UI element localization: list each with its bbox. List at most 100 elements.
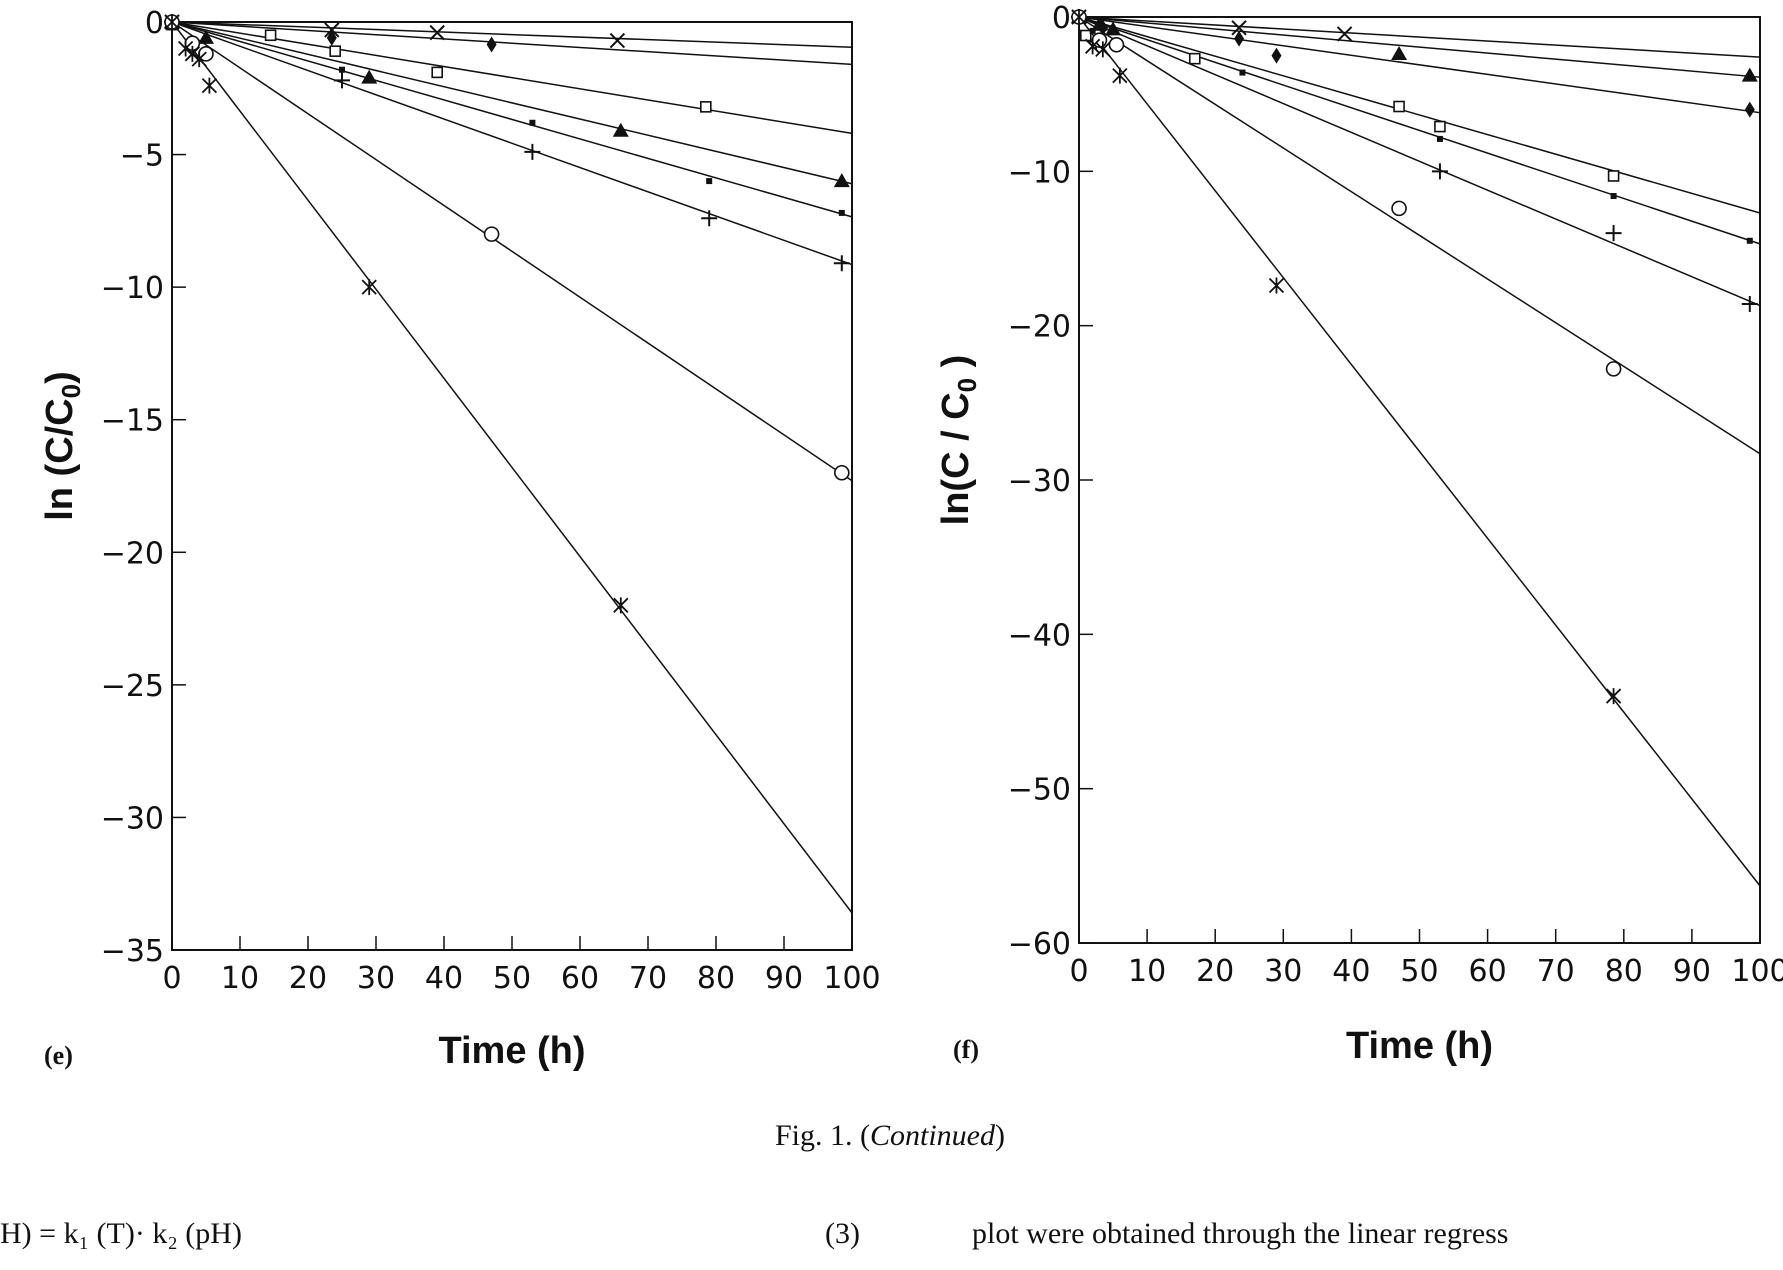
fit-line-diamond xyxy=(171,21,853,66)
marker-small-filled-square xyxy=(1436,135,1443,142)
marker-asterisk xyxy=(361,279,377,296)
marker-asterisk xyxy=(1605,688,1622,705)
x-tick-label: 60 xyxy=(1469,954,1507,989)
marker-open-circle xyxy=(198,46,214,62)
y-tick-label: −30 xyxy=(101,801,164,836)
fit-line-asterisk xyxy=(171,21,853,914)
x-tick-label: 90 xyxy=(1673,954,1711,989)
marker-small-filled-square xyxy=(529,119,536,126)
y-tick-label: −50 xyxy=(1008,773,1071,808)
marker-small-filled-square xyxy=(1610,193,1617,200)
body-text-line: plot were obtained through the linear re… xyxy=(972,1217,1508,1250)
marker-asterisk xyxy=(1095,41,1111,58)
marker-small-filled-square xyxy=(339,66,345,73)
axis-ticks: 0 10 20 30 40 50 60 70 80 90 100 0 −5 −10 −15 −20 −25 −30… xyxy=(101,6,881,996)
marker-open-square xyxy=(329,45,342,57)
y-tick-label: −20 xyxy=(101,536,164,571)
marker-plus xyxy=(833,255,850,272)
marker-open-circle xyxy=(833,464,850,481)
equation-text: H) = k₁ (T)· k₂ (pH) xyxy=(0,1217,242,1250)
marker-open-square xyxy=(1393,100,1405,113)
marker-x-cross xyxy=(609,32,626,49)
x-tick-label: 100 xyxy=(1731,954,1783,989)
marker-filled-triangle xyxy=(833,173,850,188)
panel-label-e: (e) xyxy=(44,1041,73,1070)
marker-plus xyxy=(334,72,350,89)
y-axis-label: ln (C/C0) xyxy=(39,371,86,521)
fit-line-open-square xyxy=(171,21,853,135)
marker-small-filled-square xyxy=(706,178,713,185)
marker-diamond xyxy=(1097,19,1108,36)
marker-open-square xyxy=(699,101,712,113)
marker-open-circle xyxy=(1108,36,1125,53)
marker-open-square xyxy=(1188,52,1201,65)
fit-line-x-cross xyxy=(1078,16,1761,58)
marker-plus xyxy=(701,210,718,227)
marker-diamond xyxy=(1744,101,1755,118)
fit-line-open-square xyxy=(1078,16,1761,214)
x-tick-label: 10 xyxy=(1128,954,1166,989)
x-tick-label: 90 xyxy=(765,961,803,996)
marker-diamond xyxy=(1271,47,1282,64)
y-tick-label: −35 xyxy=(101,934,164,969)
fit-lines xyxy=(171,21,853,914)
marker-asterisk xyxy=(177,40,194,57)
x-tick-label: 20 xyxy=(289,961,327,996)
marker-filled-triangle xyxy=(361,69,378,84)
marker-filled-triangle xyxy=(198,29,214,44)
fit-line-diamond xyxy=(1078,16,1761,114)
marker-small-filled-square xyxy=(1239,69,1246,76)
x-tick-label: 40 xyxy=(425,961,463,996)
marker-asterisk xyxy=(201,77,218,94)
marker-open-square xyxy=(1607,170,1620,182)
x-tick-label: 80 xyxy=(1605,954,1643,989)
marker-small-filled-square xyxy=(1089,27,1096,34)
y-tick-label: −15 xyxy=(101,404,164,439)
marker-filled-triangle xyxy=(1105,21,1122,36)
marker-plus xyxy=(524,143,541,160)
fit-line-asterisk xyxy=(1078,16,1761,887)
y-axis-label: ln(C / C0 ) xyxy=(935,355,982,526)
axis-ticks: 0 10 20 30 40 50 60 70 80 90 100 0 −10 −20 −30 −40 −50 −6… xyxy=(1008,1,1783,989)
marker-asterisk xyxy=(1084,38,1101,55)
data-markers xyxy=(164,14,850,614)
marker-plus xyxy=(1431,163,1448,180)
data-markers xyxy=(1071,9,1758,705)
marker-small-filled-square xyxy=(1746,237,1753,244)
fit-line-plus xyxy=(1078,16,1761,307)
x-tick-label: 30 xyxy=(1264,954,1302,989)
fit-line-small-filled-square xyxy=(171,21,853,218)
y-tick-label: −40 xyxy=(1008,618,1071,653)
x-tick-label: 50 xyxy=(493,961,531,996)
marker-asterisk xyxy=(184,45,201,62)
marker-open-circle xyxy=(483,226,500,242)
y-tick-label: 0 xyxy=(145,6,164,41)
marker-asterisk xyxy=(613,597,629,614)
marker-open-square xyxy=(264,29,277,42)
marker-x-cross xyxy=(429,24,445,41)
marker-diamond xyxy=(1234,30,1245,47)
x-tick-label: 0 xyxy=(162,961,181,996)
x-tick-label: 70 xyxy=(629,961,667,996)
marker-filled-triangle xyxy=(1741,67,1758,82)
x-tick-label: 0 xyxy=(1069,954,1088,989)
chart-panel-f: 0 10 20 30 40 50 60 70 80 90 100 0 −10 −20 −30 −40 −50 −6… xyxy=(935,1,1783,1067)
plot-frame xyxy=(171,21,853,951)
marker-filled-triangle xyxy=(1391,46,1408,61)
fit-line-plus xyxy=(171,21,853,266)
x-tick-label: 80 xyxy=(697,961,735,996)
y-tick-label: −60 xyxy=(1008,927,1071,962)
y-tick-label: −20 xyxy=(1008,310,1071,345)
y-tick-label: −30 xyxy=(1008,464,1071,499)
chart-panel-e: 0 10 20 30 40 50 60 70 80 90 100 0 −5 −10 −15 −20 −25 −30… xyxy=(39,6,881,1072)
marker-asterisk xyxy=(1268,277,1285,294)
marker-small-filled-square xyxy=(838,209,845,216)
y-tick-label: 0 xyxy=(1052,1,1071,36)
marker-plus xyxy=(1741,296,1758,313)
y-tick-label: −25 xyxy=(101,669,164,704)
y-tick-label: −10 xyxy=(1008,155,1071,190)
marker-plus xyxy=(1605,225,1622,242)
marker-open-square xyxy=(1080,29,1092,42)
marker-asterisk xyxy=(1112,67,1128,84)
